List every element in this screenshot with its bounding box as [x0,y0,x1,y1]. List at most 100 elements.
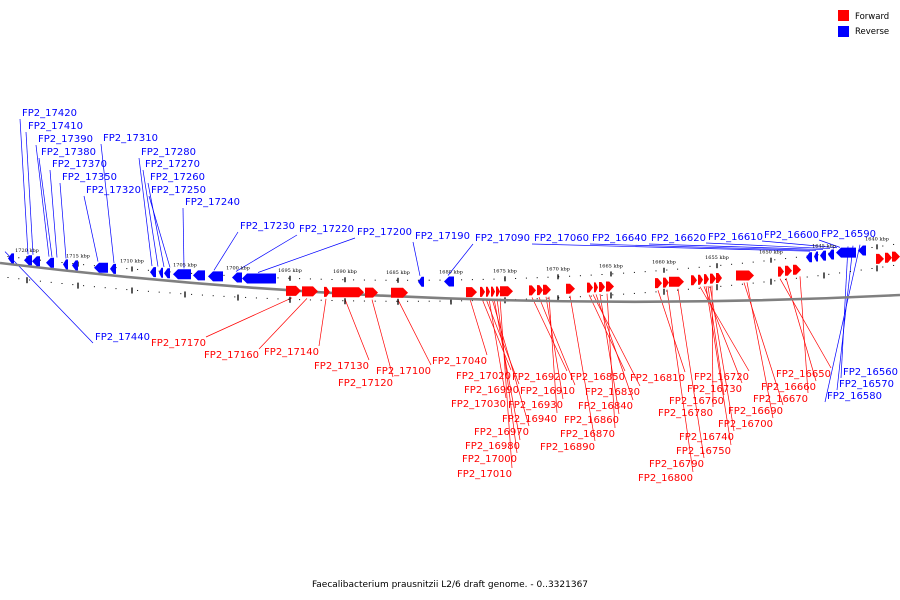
gene-label: FP2_16850 [570,372,625,383]
gene-label: FP2_17420 [22,108,77,119]
leader-line [147,182,165,268]
gene-label: FP2_16640 [592,233,647,244]
reverse-gene-arrow [828,249,834,260]
leader-line [657,290,686,373]
forward-gene-arrow [599,281,605,292]
forward-gene-arrow [537,285,543,296]
legend-forward-swatch [838,10,849,21]
gene-label: FP2_17230 [240,221,295,232]
forward-gene-arrow [286,285,301,296]
forward-gene-arrow [669,276,684,287]
forward-gene-arrow [543,284,551,295]
leader-line [100,143,115,264]
gene-label: FP2_17190 [415,231,470,242]
gene-label: FP2_17130 [314,361,369,372]
reverse-gene-arrow [8,253,14,264]
leader-line [493,298,521,441]
leader-line [213,231,239,271]
forward-gene-arrow [500,286,513,297]
tick-label: 1700 kbp [226,266,250,272]
gene-label: FP2_16720 [694,372,749,383]
gene-label: FP2_16700 [718,419,773,430]
leader-line [205,297,293,338]
gene-label: FP2_16730 [687,384,742,395]
gene-label: FP2_16740 [679,432,734,443]
gene-labels: FP2_17420FP2_17410FP2_17390FP2_17380FP2_… [22,108,898,484]
reverse-gene-arrow [173,269,191,280]
gene-label: FP2_17240 [185,197,240,208]
leader-line [746,282,774,419]
tick-label: 1650 kbp [759,250,783,256]
forward-gene-arrow [332,287,364,298]
leader-line [25,131,34,255]
gene-label: FP2_16560 [843,367,898,378]
leader-line [182,207,185,269]
gene-label: FP2_16620 [651,233,706,244]
gene-label: FP2_16580 [827,391,882,402]
leader-line [606,293,616,429]
forward-gene-arrow [892,251,900,262]
reverse-gene-arrow [46,257,54,268]
gene-label: FP2_17350 [62,172,117,183]
reverse-gene-arrow [232,272,242,283]
tick-label: 1705 kbp [173,262,197,268]
gene-label: FP2_17030 [451,399,506,410]
map-caption: Faecalibacterium prausnitzii L2/6 draft … [312,580,588,590]
forward-gene-arrow [778,266,784,277]
leader-line [496,298,518,454]
gene-label: FP2_16890 [540,442,595,453]
forward-gene-arrow [566,283,575,294]
forward-gene-arrow [691,275,697,286]
gene-label: FP2_17320 [86,185,141,196]
leader-line [709,285,735,432]
forward-gene-arrow [710,273,716,284]
gene-label: FP2_17140 [264,347,319,358]
reverse-gene-arrow [418,276,424,287]
gene-label: FP2_17090 [475,233,530,244]
leader-line [824,244,861,403]
reverse-gene-arrow [208,271,223,282]
forward-gene-arrow [496,286,500,297]
gene-label: FP2_17100 [376,366,431,377]
legend-reverse-label: Reverse [855,27,889,37]
gene-label: FP2_16860 [564,415,619,426]
legend: Forward Reverse [838,10,889,37]
leader-line [588,294,626,372]
leader-line [142,169,159,267]
gene-label: FP2_16670 [753,394,808,405]
leader-line [38,157,53,257]
forward-gene-arrow [736,270,754,281]
leader-line [35,144,50,257]
leader-line [138,157,153,267]
genome-backbone [0,261,900,304]
leader-line [499,298,513,469]
forward-gene-arrow [486,286,490,297]
gene-label: FP2_16690 [728,406,783,417]
gene-label: FP2_17160 [204,350,259,361]
leader-line [840,246,849,379]
reverse-gene-arrow [24,255,32,266]
leader-line [4,251,94,344]
leader-line [235,234,298,272]
gene-label: FP2_17260 [150,172,205,183]
tick-label: 1680 kbp [439,269,463,275]
gene-label: FP2_16870 [560,429,615,440]
leader-line [569,295,596,442]
gene-label: FP2_16940 [502,414,557,425]
gene-label: FP2_16800 [638,473,693,484]
forward-gene-arrow [655,278,662,289]
leader-line [743,282,784,406]
forward-gene-arrow [785,265,792,276]
leader-line [818,239,841,248]
forward-gene-arrow [302,286,318,297]
gene-label: FP2_17010 [457,469,512,480]
leader-line [531,297,568,372]
leader-line [447,243,474,276]
gene-label: FP2_16570 [839,379,894,390]
gene-label: FP2_17040 [432,356,487,367]
leader-line [592,294,641,387]
leader-line [599,294,620,415]
gene-label: FP2_16990 [464,385,519,396]
forward-gene-arrow [480,286,485,297]
